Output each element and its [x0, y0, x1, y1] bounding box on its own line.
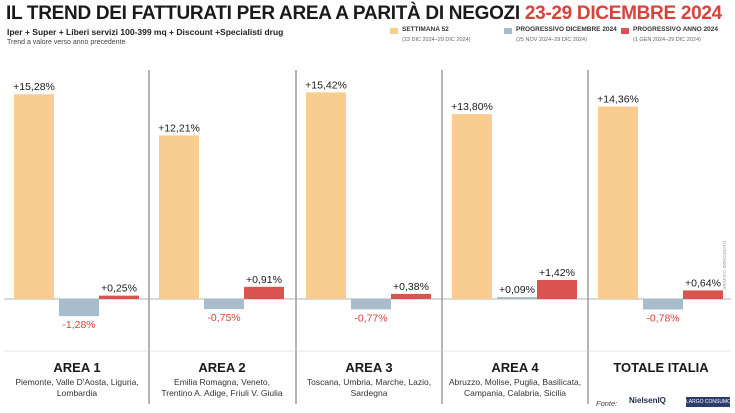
bar-0-1 [159, 135, 199, 299]
chart-title-main: IL TREND DEI FATTURATI PER AREA A PARITÀ… [6, 3, 520, 24]
data-label: +14,36% [597, 94, 639, 106]
category-regions: Sardegna [351, 388, 388, 398]
bar-0-3 [452, 114, 492, 299]
bar-0-0 [14, 94, 54, 299]
category-label: AREA 4 [491, 360, 539, 375]
legend-label: PROGRESSIVO ANNO 2024 [633, 26, 719, 33]
bar-2-0 [99, 295, 139, 299]
data-label: +0,09% [499, 284, 535, 296]
bar-2-1 [244, 286, 284, 299]
largo-consumo-logo: LARGO CONSUMO [686, 397, 730, 407]
category-regions: Campania, Calabria, Sicilia [464, 388, 566, 398]
data-label: +0,25% [101, 283, 137, 295]
legend-swatch [504, 28, 512, 34]
bar-2-4 [683, 290, 723, 299]
image-credit: GRAFICO IMPAGINATO [722, 240, 727, 290]
legend-swatch [621, 28, 629, 34]
data-label: -0,77% [354, 312, 387, 324]
data-label: -0,75% [207, 312, 240, 324]
category-label: AREA 2 [198, 360, 245, 375]
bar-2-3 [537, 279, 577, 299]
source-label: Fonte: [596, 399, 618, 408]
category-label: AREA 3 [345, 360, 392, 375]
data-label: +0,38% [393, 281, 429, 293]
category-regions: Piemonte, Valle D'Aosta, Liguria, [15, 377, 138, 387]
chart-subtitle: Iper + Super + Liberi servizi 100-399 mq… [7, 27, 284, 37]
data-label: +13,80% [451, 101, 493, 113]
nielseniq-logo: NielsenIQ [629, 396, 666, 405]
category-regions: Abruzzo, Molise, Puglia, Basilicata, [449, 377, 581, 387]
category-regions: Toscana, Umbria, Marche, Lazio, [307, 377, 431, 387]
legend-label: SETTIMANA 52 [402, 26, 449, 33]
category-label: AREA 1 [53, 360, 100, 375]
category-regions: Emilia Romagna, Veneto, [174, 377, 270, 387]
legend-label: PROGRESSIVO DICEMBRE 2024 [516, 26, 617, 33]
chart-note: Trend a valore verso anno precedente [7, 39, 126, 46]
legend-swatch [390, 28, 398, 34]
bar-1-1 [204, 299, 244, 310]
bar-1-3 [497, 297, 537, 299]
bar-1-4 [643, 299, 683, 310]
bar-2-2 [391, 293, 431, 299]
data-label: +15,42% [305, 79, 347, 91]
data-label: +15,28% [13, 81, 55, 93]
data-label: -1,28% [62, 319, 95, 331]
data-label: -0,78% [646, 312, 679, 324]
chart-title-dates: 23-29 DICEMBRE 2024 [524, 3, 722, 24]
bar-0-2 [306, 92, 346, 299]
data-label: +12,21% [158, 122, 200, 134]
legend-sub: (25 NOV 2024–29 DIC 2024) [516, 37, 587, 43]
legend-sub: (23 DIC 2024–29 DIC 2024) [402, 37, 471, 43]
data-label: +0,64% [685, 277, 721, 289]
bar-1-2 [351, 299, 391, 310]
chart-title: IL TREND DEI FATTURATI PER AREA A PARITÀ… [6, 3, 722, 25]
legend-sub: (1 GEN 2024–29 DIC 2024) [633, 37, 701, 43]
data-label: +1,42% [539, 267, 575, 279]
category-label: TOTALE ITALIA [613, 360, 709, 375]
category-regions: Trentino A. Adige, Friuli V. Giulia [161, 388, 283, 398]
data-label: +0,91% [246, 274, 282, 286]
category-regions: Lombardia [57, 388, 97, 398]
bar-0-4 [598, 106, 638, 300]
bar-1-0 [59, 299, 99, 317]
